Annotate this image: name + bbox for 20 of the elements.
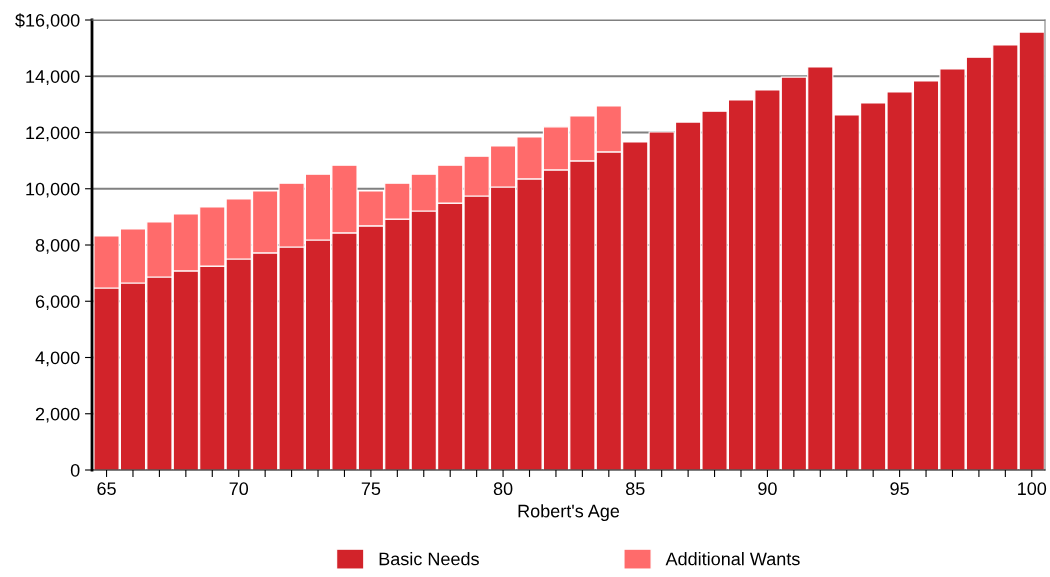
x-tick-label: 100 [1018,482,1047,496]
y-tick-label: 2,000 [35,407,80,423]
x-axis-title: Robert's Age [518,504,620,522]
x-tick-label: 95 [890,482,909,496]
y-tick-label: $16,000 [15,13,80,29]
y-tick-label: 12,000 [26,126,80,142]
y-tick-label: 8,000 [35,238,80,254]
x-tick-label: 80 [493,482,513,496]
y-tick-label: 14,000 [26,70,80,86]
x-tick-label: 75 [361,482,381,496]
y-tick-label: 0 [70,463,80,477]
x-tick-label: 70 [229,482,249,496]
y-tick-label: 6,000 [35,295,80,311]
legend-label: Basic Needs [379,552,479,566]
x-tick-label: 65 [97,482,116,496]
legend-label: Additional Wants [665,552,800,566]
x-tick-label: 90 [758,482,777,496]
y-tick-label: 4,000 [35,351,80,367]
x-tick-label: 85 [625,482,645,496]
y-tick-label: 10,000 [26,182,80,198]
